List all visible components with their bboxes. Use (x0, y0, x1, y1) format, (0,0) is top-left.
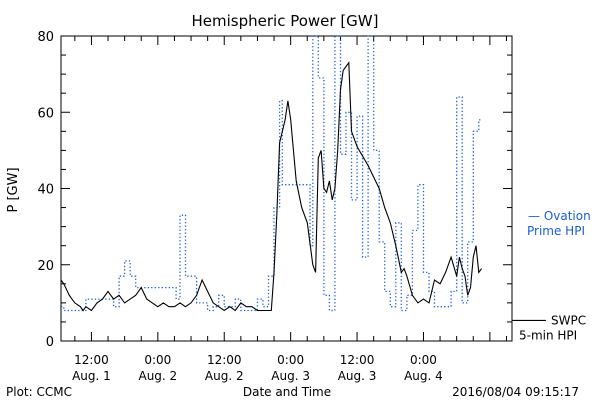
x-tick-time-label: 12:00 (340, 353, 375, 367)
x-tick-date-label: Aug. 2 (138, 369, 177, 383)
x-tick-time-label: 12:00 (207, 353, 242, 367)
x-axis-label: Date and Time (243, 385, 331, 399)
x-tick-date-label: Aug. 1 (72, 369, 111, 383)
x-tick-date-label: Aug. 3 (271, 369, 310, 383)
legend-swpc-label-line2: 5-min HPI (519, 328, 577, 342)
plot-axes (60, 35, 513, 342)
y-tick-label: 20 (37, 259, 54, 274)
legend-ovation-label-line2: Prime HPI (527, 224, 585, 238)
plot-timestamp: 2016/08/04 09:15:17 (452, 385, 579, 399)
series-swpc-line (60, 61, 483, 312)
legend-ovation-label-line1: — Ovation (528, 209, 591, 223)
chart-title: Hemispheric Power [GW] (192, 12, 379, 30)
y-tick-label: 0 (46, 335, 54, 350)
plot-frame (60, 35, 513, 342)
plot-credit: Plot: CCMC (6, 385, 72, 399)
y-tick-label: 80 (37, 30, 54, 45)
y-axis-ticks: 0 20 40 60 80 (37, 30, 512, 350)
y-tick-label: 60 (37, 106, 54, 121)
x-tick-date-label: Aug. 3 (338, 369, 377, 383)
x-axis-ticks: 12:00 Aug. 1 0:00 Aug. 2 12:00 Aug. 2 0:00 Aug.… (72, 36, 507, 383)
series-ovation-prime-line (61, 35, 482, 312)
x-tick-time-label: 0:00 (277, 353, 304, 367)
y-axis-label: P [GW] (6, 167, 21, 212)
x-tick-time-label: 0:00 (410, 353, 437, 367)
series-layer (60, 35, 483, 312)
y-tick-label: 40 (37, 183, 54, 198)
x-tick-date-label: Aug. 2 (205, 369, 244, 383)
x-tick-time-label: 12:00 (74, 353, 109, 367)
x-tick-date-label: Aug. 4 (404, 369, 443, 383)
x-tick-time-label: 0:00 (144, 353, 171, 367)
legend-swpc-label-line1: SWPC (551, 313, 586, 327)
